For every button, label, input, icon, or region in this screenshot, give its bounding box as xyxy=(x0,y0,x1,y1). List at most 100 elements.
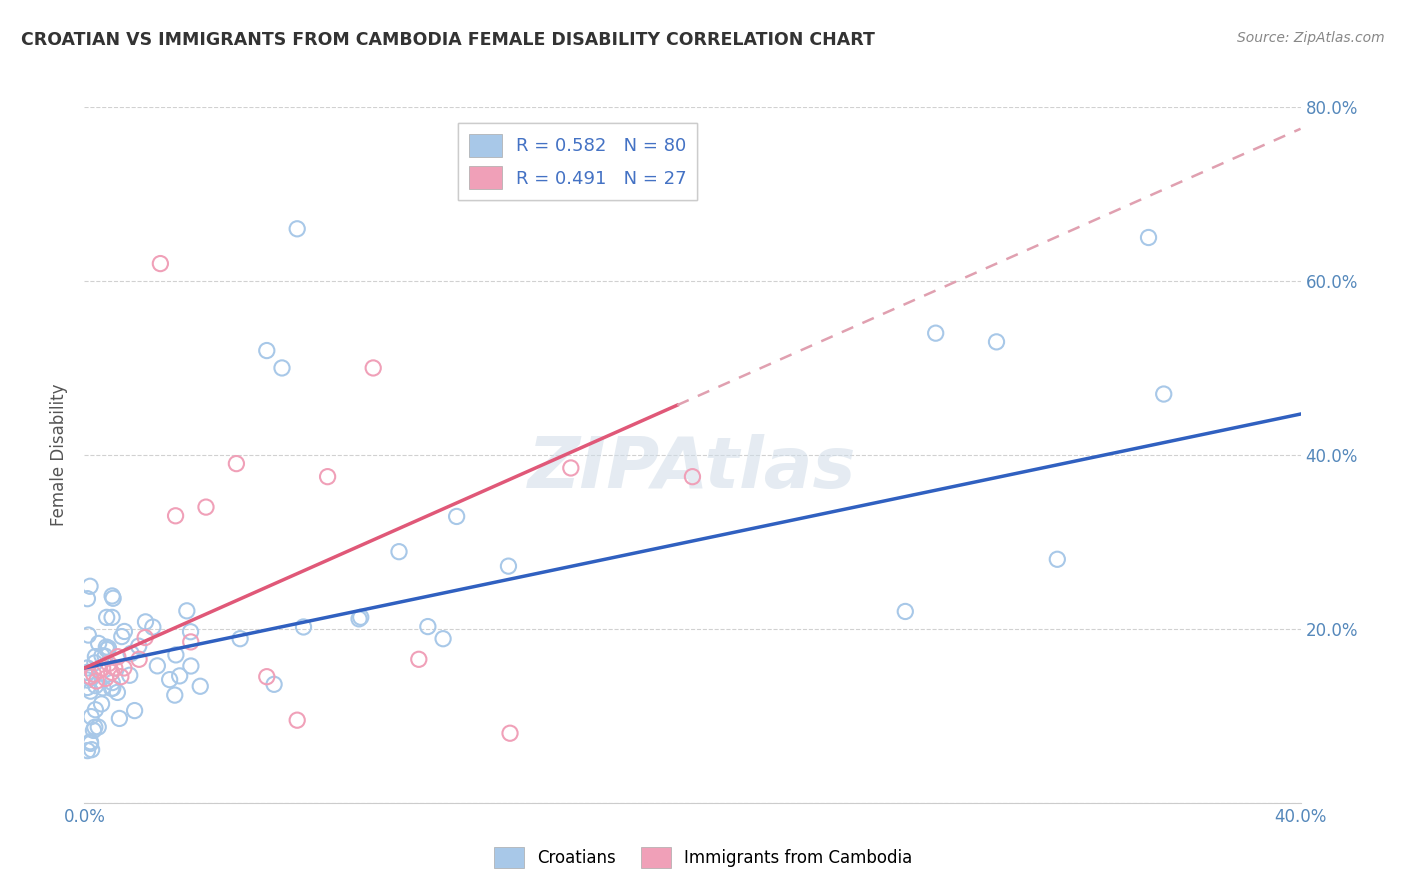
Point xyxy=(347,612,370,626)
Point xyxy=(256,343,278,358)
Point xyxy=(94,672,117,686)
Point xyxy=(128,652,150,666)
Point xyxy=(77,670,100,684)
Point xyxy=(350,610,373,624)
Point xyxy=(84,703,107,717)
Point xyxy=(1137,230,1160,244)
Point xyxy=(101,591,124,606)
Text: CROATIAN VS IMMIGRANTS FROM CAMBODIA FEMALE DISABILITY CORRELATION CHART: CROATIAN VS IMMIGRANTS FROM CAMBODIA FEM… xyxy=(21,31,875,49)
Point xyxy=(149,256,172,270)
Point xyxy=(188,679,211,693)
Point xyxy=(77,628,100,642)
Point xyxy=(925,326,948,340)
Point xyxy=(79,735,101,749)
Y-axis label: Female Disability: Female Disability xyxy=(51,384,69,526)
Point xyxy=(76,665,98,680)
Point xyxy=(76,744,98,758)
Point xyxy=(79,736,101,750)
Point xyxy=(165,508,187,523)
Point xyxy=(195,500,218,514)
Point xyxy=(256,670,278,684)
Point xyxy=(94,649,117,664)
Point xyxy=(100,681,122,696)
Point xyxy=(76,681,98,695)
Point xyxy=(96,610,118,624)
Point xyxy=(271,360,294,375)
Point xyxy=(105,685,128,699)
Point xyxy=(128,639,150,653)
Point xyxy=(986,334,1008,349)
Point xyxy=(112,661,135,675)
Point xyxy=(180,624,202,639)
Point xyxy=(560,461,582,475)
Point xyxy=(134,615,156,629)
Point xyxy=(107,649,129,664)
Point xyxy=(91,681,114,695)
Point xyxy=(87,720,110,734)
Point xyxy=(82,667,104,681)
Point xyxy=(163,688,186,702)
Point xyxy=(101,589,124,603)
Point xyxy=(97,657,120,671)
Point xyxy=(111,630,134,644)
Point xyxy=(87,636,110,650)
Point xyxy=(101,681,124,696)
Point xyxy=(432,632,454,646)
Point xyxy=(76,661,98,675)
Point xyxy=(124,704,146,718)
Point xyxy=(180,635,202,649)
Point xyxy=(142,620,165,634)
Point xyxy=(894,605,917,619)
Point xyxy=(169,669,191,683)
Point xyxy=(180,659,202,673)
Point xyxy=(79,670,101,684)
Point xyxy=(416,619,439,633)
Point xyxy=(79,684,101,698)
Point xyxy=(361,360,384,375)
Point xyxy=(176,604,198,618)
Point xyxy=(84,649,107,664)
Point xyxy=(498,559,520,574)
Point xyxy=(499,726,522,740)
Point xyxy=(91,648,114,663)
Point xyxy=(104,661,127,675)
Point xyxy=(285,713,308,727)
Point xyxy=(1153,387,1175,401)
Point xyxy=(83,720,105,734)
Point xyxy=(96,640,118,654)
Point xyxy=(225,457,247,471)
Point xyxy=(76,591,98,606)
Point xyxy=(96,642,118,657)
Point xyxy=(388,544,411,558)
Legend: R = 0.582   N = 80, R = 0.491   N = 27: R = 0.582 N = 80, R = 0.491 N = 27 xyxy=(458,123,697,200)
Point xyxy=(682,469,704,483)
Point xyxy=(100,665,122,680)
Point xyxy=(408,652,430,666)
Point xyxy=(80,742,103,756)
Point xyxy=(83,656,105,670)
Point xyxy=(112,624,135,639)
Point xyxy=(108,711,131,725)
Point xyxy=(292,620,315,634)
Point xyxy=(76,673,98,687)
Point xyxy=(86,674,108,689)
Point xyxy=(165,648,187,662)
Text: ZIPAtlas: ZIPAtlas xyxy=(529,434,856,503)
Point xyxy=(79,670,101,684)
Point xyxy=(91,661,114,675)
Point xyxy=(134,631,156,645)
Point xyxy=(118,668,141,682)
Point xyxy=(80,709,103,723)
Point xyxy=(1046,552,1069,566)
Point xyxy=(79,579,101,593)
Point xyxy=(110,670,132,684)
Point xyxy=(229,632,252,646)
Point xyxy=(84,679,107,693)
Point xyxy=(101,675,124,690)
Legend: Croatians, Immigrants from Cambodia: Croatians, Immigrants from Cambodia xyxy=(486,840,920,875)
Point xyxy=(82,723,104,738)
Point xyxy=(285,221,308,235)
Point xyxy=(89,664,111,678)
Text: Source: ZipAtlas.com: Source: ZipAtlas.com xyxy=(1237,31,1385,45)
Point xyxy=(316,469,339,483)
